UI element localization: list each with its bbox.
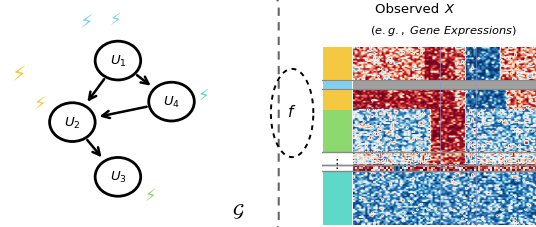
Bar bbox=[323, 172, 352, 225]
Text: $X$: $X$ bbox=[444, 3, 456, 16]
Text: $f$: $f$ bbox=[287, 104, 297, 119]
Bar bbox=[323, 110, 352, 153]
Text: $U_2$: $U_2$ bbox=[64, 115, 80, 130]
Text: ⚡: ⚡ bbox=[109, 12, 121, 29]
Text: $\mathcal{G}$: $\mathcal{G}$ bbox=[232, 202, 245, 220]
Bar bbox=[323, 48, 352, 80]
Text: ⚡: ⚡ bbox=[144, 186, 156, 204]
Text: Observed: Observed bbox=[375, 3, 444, 16]
Circle shape bbox=[49, 103, 95, 142]
Text: $(e.g.,$ Gene Expressions$)$: $(e.g.,$ Gene Expressions$)$ bbox=[370, 24, 517, 38]
Text: $U_4$: $U_4$ bbox=[163, 95, 180, 110]
Text: ⚡: ⚡ bbox=[198, 86, 210, 104]
Text: ⚡: ⚡ bbox=[34, 96, 47, 113]
Bar bbox=[323, 80, 352, 90]
Circle shape bbox=[95, 158, 140, 196]
Circle shape bbox=[149, 83, 194, 121]
Bar bbox=[323, 90, 352, 110]
Text: ⚡: ⚡ bbox=[79, 13, 93, 32]
Text: ⚡: ⚡ bbox=[11, 65, 26, 85]
Bar bbox=[353, 80, 536, 90]
Text: $U_3$: $U_3$ bbox=[109, 170, 126, 185]
FancyBboxPatch shape bbox=[0, 0, 279, 227]
Text: $U_1$: $U_1$ bbox=[109, 54, 126, 69]
Text: ⋮: ⋮ bbox=[331, 157, 343, 170]
Circle shape bbox=[95, 42, 140, 81]
